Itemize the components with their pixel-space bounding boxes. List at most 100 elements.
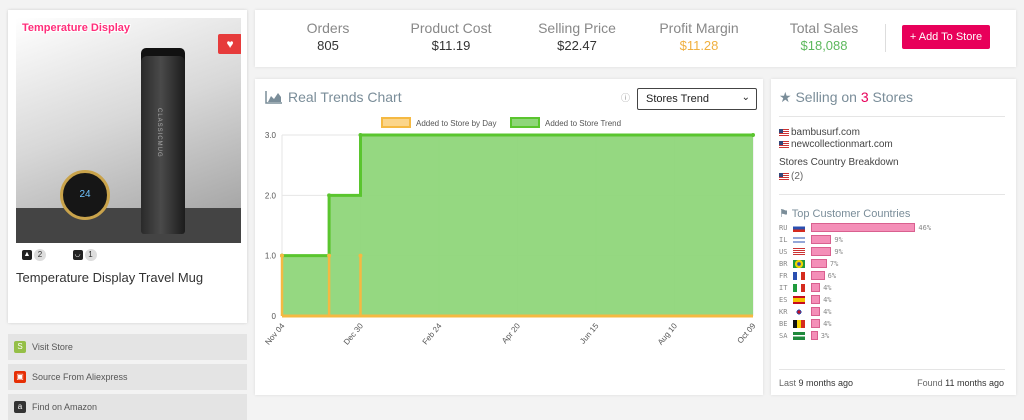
stat-profit-margin: Profit Margin $11.28	[653, 20, 745, 53]
image-title: Temperature Display	[22, 22, 131, 34]
country-percent: 4%	[823, 319, 832, 328]
trend-point	[358, 133, 363, 137]
country-code: BR	[779, 259, 788, 268]
by-day-point	[327, 253, 332, 258]
country-bar	[811, 235, 832, 244]
stat-value: $11.19	[431, 38, 471, 53]
y-tick-label: 2.0	[265, 191, 277, 200]
country-bar	[811, 331, 818, 340]
store-count: 1	[84, 249, 97, 261]
country-code: IT	[779, 283, 788, 292]
amazon-label: Find on Amazon	[32, 402, 98, 412]
found-prefix: Found	[917, 378, 946, 388]
visit-store-button[interactable]: S Visit Store	[8, 334, 247, 360]
shopify-bag-icon: ▲	[22, 250, 32, 260]
by-day-point	[280, 253, 284, 258]
flag-icon: ⚑	[779, 208, 789, 220]
last-prefix: Last	[779, 378, 799, 388]
breakdown-label: Stores Country Breakdown	[779, 157, 899, 168]
info-icon[interactable]: ⓘ	[621, 93, 631, 103]
stores-title: ★ Selling on 3 Stores	[779, 89, 913, 106]
country-percent: 4%	[823, 307, 832, 316]
country-code: RU	[779, 223, 788, 232]
stat-label: Orders	[306, 20, 350, 36]
country-bar	[811, 247, 832, 256]
store-link[interactable]: newcollectionmart.com	[779, 139, 893, 150]
be-flag-icon	[793, 319, 805, 328]
store-link-text[interactable]: newcollectionmart.com	[791, 139, 893, 150]
stat-label: Total Sales	[789, 20, 859, 36]
store-link-text[interactable]: bambusurf.com	[791, 127, 860, 138]
trend-line	[282, 133, 753, 258]
last-seen: Last 9 months ago	[779, 378, 853, 388]
br-flag-icon	[793, 259, 805, 268]
country-row: IT 4%	[779, 282, 832, 293]
x-tick-label: Dec 30	[342, 321, 366, 347]
trend-point	[751, 133, 755, 137]
us-flag-icon	[779, 140, 789, 148]
chart-type-select[interactable]: Stores Trend ⌄	[637, 88, 757, 110]
image-ground	[16, 208, 241, 243]
store-link[interactable]: bambusurf.com	[779, 127, 860, 138]
shopify-count: 2	[34, 249, 46, 261]
country-percent: 46%	[918, 223, 932, 232]
stats-bar: Orders 805 Product Cost $11.19 Selling P…	[255, 10, 1016, 67]
divider	[779, 194, 1005, 195]
product-card: CLASSICMUG 24 Temperature Display ♥ ▲ 2 ◡…	[8, 10, 247, 323]
country-row: FR 6%	[779, 270, 836, 281]
breakdown-count: (2)	[791, 171, 804, 182]
stat-total-sales: Total Sales $18,088	[779, 20, 869, 53]
x-tick-label: Jun 15	[578, 321, 601, 346]
trend-area	[282, 135, 753, 316]
amazon-button[interactable]: a Find on Amazon	[8, 394, 247, 420]
top-countries-label: Top Customer Countries	[791, 208, 911, 220]
breakdown-value: (2)	[779, 171, 803, 182]
platform-badges: ▲ 2 ◡ 1	[22, 248, 121, 261]
stores-title-suffix: Stores	[868, 89, 913, 105]
amazon-icon: a	[14, 401, 26, 413]
kr-flag-icon	[793, 307, 805, 316]
country-row: IL 9%	[779, 234, 843, 245]
country-percent: 7%	[829, 259, 839, 268]
country-row: SA 3%	[779, 330, 829, 341]
y-tick-label: 1.0	[265, 252, 277, 261]
country-row: US 9%	[779, 246, 843, 257]
country-code: ES	[779, 295, 788, 304]
it-flag-icon	[793, 283, 805, 292]
divider	[779, 369, 1005, 370]
stores-panel: ★ Selling on 3 Stores bambusurf.com newc…	[771, 79, 1016, 395]
country-code: SA	[779, 331, 788, 340]
legend-label: Added to Store Trend	[545, 119, 621, 128]
found-date: Found 11 months ago	[917, 378, 1004, 388]
mug-label: CLASSICMUG	[156, 108, 162, 158]
aliexpress-button[interactable]: ▣ Source From Aliexpress	[8, 364, 247, 390]
product-image[interactable]: CLASSICMUG 24 Temperature Display ♥	[16, 18, 241, 243]
x-tick-label: Aug 10	[656, 321, 680, 347]
country-code: FR	[779, 271, 788, 280]
store-badge: ◡ 1	[72, 249, 97, 261]
stat-value: $11.28	[679, 38, 719, 53]
visit-store-label: Visit Store	[32, 342, 73, 352]
country-code: KR	[779, 307, 788, 316]
legend-swatch	[510, 117, 540, 128]
divider	[779, 116, 1005, 117]
country-row: KR 4%	[779, 306, 832, 317]
sa-flag-icon	[793, 331, 805, 340]
country-percent: 6%	[827, 271, 837, 280]
stat-label: Selling Price	[538, 20, 616, 36]
product-name: Temperature Display Travel Mug	[16, 270, 204, 285]
stat-label: Profit Margin	[659, 20, 739, 36]
favorite-button[interactable]: ♥	[218, 34, 241, 54]
add-to-store-button[interactable]: + Add To Store	[902, 25, 990, 49]
country-percent: 4%	[823, 283, 832, 292]
stores-title-prefix: Selling on	[795, 89, 861, 105]
heart-icon: ♥	[226, 37, 234, 51]
country-bar	[811, 319, 821, 328]
country-row: BR 7%	[779, 258, 838, 269]
top-countries-title: ⚑ Top Customer Countries	[779, 207, 910, 220]
chevron-down-icon: ⌄	[741, 92, 750, 103]
us-flag-icon	[779, 128, 789, 136]
mug-body	[141, 56, 185, 234]
country-bar	[811, 283, 821, 292]
found-value: 11 months ago	[945, 378, 1004, 388]
